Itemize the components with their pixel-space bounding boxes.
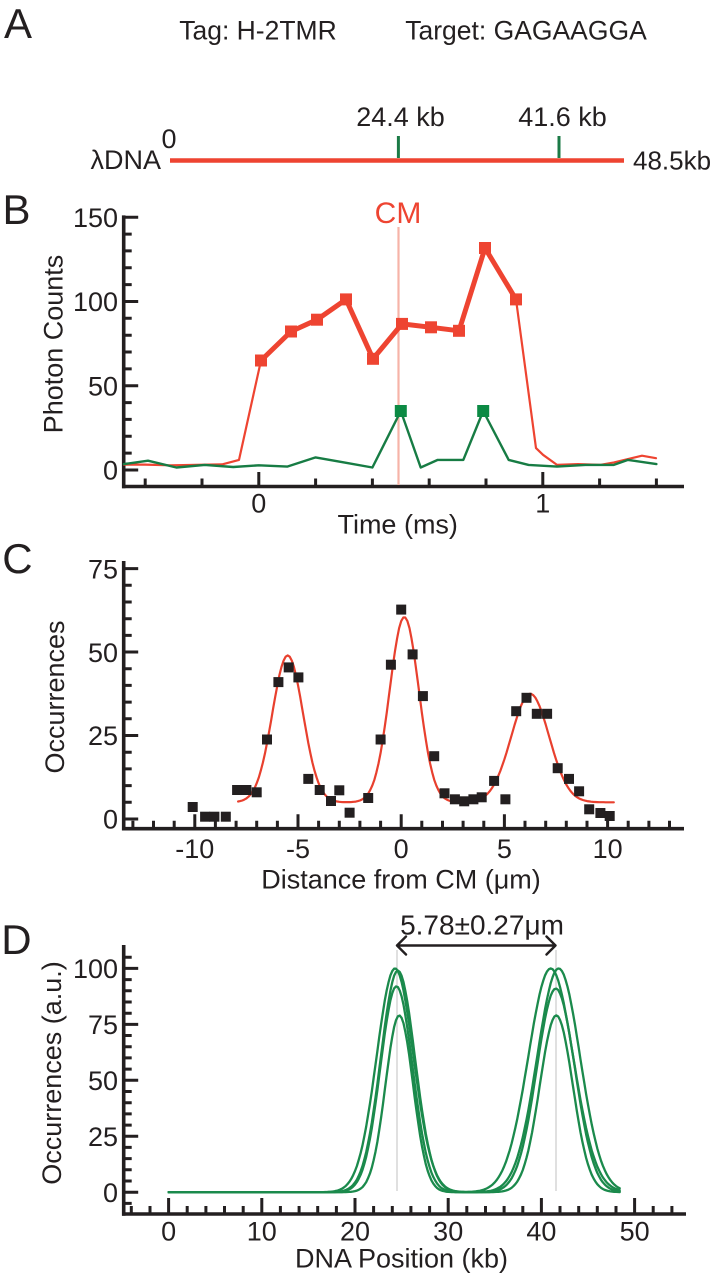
svg-text:A: A <box>4 0 32 47</box>
svg-text:24.4 kb: 24.4 kb <box>356 102 445 132</box>
svg-text:0: 0 <box>161 1217 176 1247</box>
svg-text:100: 100 <box>73 954 118 984</box>
svg-text:5.78±0.27μm: 5.78±0.27μm <box>400 910 564 941</box>
svg-text:Photon Counts: Photon Counts <box>39 255 69 434</box>
svg-text:50: 50 <box>620 1217 650 1247</box>
svg-text:41.6 kb: 41.6 kb <box>518 102 607 132</box>
svg-text:40: 40 <box>526 1217 556 1247</box>
svg-text:150: 150 <box>73 203 118 233</box>
svg-text:100: 100 <box>73 287 118 317</box>
svg-text:0: 0 <box>103 1178 118 1208</box>
svg-text:30: 30 <box>433 1217 463 1247</box>
svg-text:Tag: H-2TMR: Tag: H-2TMR <box>179 16 337 46</box>
svg-text:20: 20 <box>340 1217 370 1247</box>
svg-text:1: 1 <box>535 489 550 519</box>
svg-text:75: 75 <box>88 1010 118 1040</box>
svg-text:48.5kb: 48.5kb <box>633 146 711 176</box>
svg-text:-10: -10 <box>175 834 214 864</box>
svg-text:λDNA: λDNA <box>90 145 161 175</box>
svg-text:0: 0 <box>251 489 266 519</box>
svg-text:50: 50 <box>88 371 118 401</box>
svg-text:Occurrences (a.u.): Occurrences (a.u.) <box>37 961 67 1185</box>
svg-text:B: B <box>3 186 31 233</box>
svg-text:0: 0 <box>103 805 118 835</box>
svg-text:25: 25 <box>88 1122 118 1152</box>
svg-text:Time (ms): Time (ms) <box>337 510 457 540</box>
svg-text:0: 0 <box>103 456 118 486</box>
svg-text:Distance from CM (μm): Distance from CM (μm) <box>261 865 541 895</box>
svg-text:D: D <box>1 916 31 963</box>
svg-text:10: 10 <box>247 1217 277 1247</box>
svg-text:0: 0 <box>394 834 409 864</box>
svg-text:0: 0 <box>161 124 176 154</box>
svg-text:CM: CM <box>375 197 422 230</box>
svg-text:Target: GAGAAGGA: Target: GAGAAGGA <box>405 16 647 46</box>
svg-text:DNA Position (kb): DNA Position (kb) <box>295 1244 508 1274</box>
svg-text:50: 50 <box>88 1066 118 1096</box>
svg-text:-5: -5 <box>286 834 310 864</box>
svg-text:75: 75 <box>88 554 118 584</box>
svg-text:10: 10 <box>593 834 623 864</box>
svg-text:5: 5 <box>497 834 512 864</box>
svg-text:50: 50 <box>88 638 118 668</box>
svg-text:25: 25 <box>88 721 118 751</box>
svg-text:Occurrences: Occurrences <box>40 620 70 773</box>
svg-text:C: C <box>2 535 32 582</box>
